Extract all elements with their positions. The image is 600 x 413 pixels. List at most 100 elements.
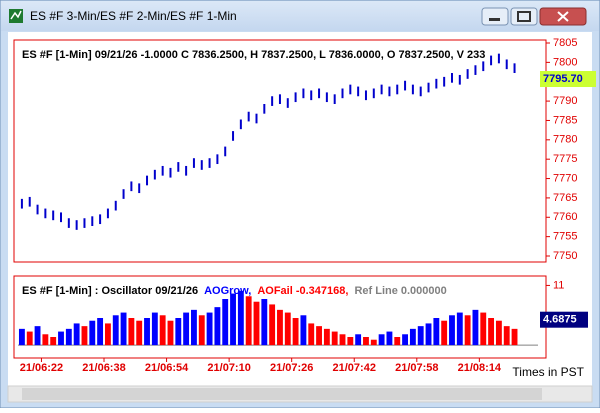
oscillator-bar bbox=[284, 312, 291, 346]
price-panel-frame bbox=[13, 39, 547, 263]
y-tick-label: 7770 bbox=[553, 172, 577, 184]
oscillator-bar bbox=[456, 312, 463, 346]
oscillator-bar bbox=[18, 328, 25, 346]
y-tick-label: 7805 bbox=[553, 37, 577, 49]
oscillator-bar bbox=[120, 312, 127, 346]
oscillator-bar bbox=[488, 318, 495, 346]
oscillator-bar bbox=[433, 318, 440, 346]
oscillator-bar bbox=[464, 315, 471, 346]
oscillator-bar bbox=[339, 334, 346, 346]
oscillator-bar bbox=[409, 328, 416, 346]
oscillator-bar bbox=[167, 320, 174, 346]
oscillator-bar bbox=[472, 309, 479, 346]
oscillator-bar bbox=[347, 337, 354, 346]
oscillator-bar bbox=[222, 299, 229, 346]
oscillator-bar bbox=[402, 334, 408, 346]
oscillator-bar bbox=[495, 320, 502, 346]
oscillator-bar bbox=[58, 331, 64, 346]
minimize-glyph bbox=[489, 18, 500, 21]
last-price-box bbox=[540, 71, 596, 88]
oscillator-bar bbox=[237, 290, 244, 346]
y-tick-label: 7760 bbox=[553, 211, 577, 223]
oscillator-bar bbox=[441, 320, 448, 346]
oscillator-bar bbox=[73, 323, 80, 346]
x-tick-label: 21/06:22 bbox=[20, 362, 63, 374]
oscillator-bar bbox=[65, 328, 72, 346]
x-tick-label: 21/07:26 bbox=[270, 362, 313, 374]
oscillator-bar bbox=[175, 318, 182, 346]
y-tick-label: 11 bbox=[553, 279, 564, 291]
oscillator-bar bbox=[425, 323, 432, 346]
x-tick-label: 21/08:14 bbox=[458, 362, 502, 374]
oscillator-bar bbox=[503, 326, 510, 346]
scroll-thumb[interactable] bbox=[22, 388, 542, 400]
x-tick-label: 21/07:10 bbox=[207, 362, 250, 374]
last-price-label: 7795.70 bbox=[543, 73, 583, 85]
legend-entry: AOFail -0.347168, bbox=[257, 285, 348, 297]
oscillator-bar bbox=[394, 337, 401, 346]
oscillator-bar bbox=[50, 337, 57, 346]
oscillator-bar bbox=[151, 312, 158, 346]
y-tick-label: 7750 bbox=[553, 250, 577, 262]
oscillator-bar bbox=[363, 337, 369, 346]
oscillator-bar bbox=[386, 331, 393, 346]
legend-entry: Ref Line 0.000000 bbox=[354, 285, 446, 297]
maximize-button[interactable] bbox=[510, 7, 538, 26]
y-tick-label: 7775 bbox=[553, 153, 577, 165]
oscillator-bar bbox=[191, 309, 197, 346]
legend-entry: AOGrow, bbox=[204, 285, 251, 297]
oscillator-bar bbox=[331, 331, 338, 346]
close-glyph bbox=[557, 11, 569, 22]
y-tick-label: 7765 bbox=[553, 192, 577, 204]
oscillator-bar bbox=[128, 318, 135, 346]
x-tick-label: 21/07:42 bbox=[333, 362, 376, 374]
last-value-box bbox=[540, 311, 588, 328]
oscillator-bar bbox=[378, 334, 385, 346]
y-tick-label: 7790 bbox=[553, 95, 577, 107]
oscillator-bar bbox=[245, 296, 252, 346]
oscillator-bar bbox=[159, 315, 166, 346]
oscillator-bar bbox=[253, 301, 260, 346]
oscillator-bar bbox=[480, 312, 487, 346]
oscillator-bar bbox=[277, 309, 283, 346]
oscillator-bar bbox=[214, 307, 221, 346]
oscillator-bar bbox=[112, 315, 119, 346]
oscillator-bar bbox=[511, 328, 518, 346]
x-tick-label: 21/07:58 bbox=[395, 362, 438, 374]
oscillator-bar bbox=[323, 328, 330, 346]
x-tick-label: 21/06:38 bbox=[82, 362, 125, 374]
oscillator-bar bbox=[308, 323, 315, 346]
oscillator-bar bbox=[370, 339, 377, 346]
oscillator-bar bbox=[316, 326, 322, 346]
oscillator-bar bbox=[355, 334, 362, 346]
oscillator-bar bbox=[26, 331, 33, 346]
oscillator-bar bbox=[292, 318, 299, 346]
oscillator-bar bbox=[261, 299, 268, 346]
app-icon-glyph bbox=[10, 10, 22, 20]
minimize-button[interactable] bbox=[481, 7, 509, 26]
y-tick-label: 7800 bbox=[553, 56, 577, 68]
oscillator-bar bbox=[81, 326, 88, 346]
x-axis-label: Times in PST bbox=[512, 365, 584, 379]
oscillator-bar bbox=[269, 304, 276, 346]
oscillator-bar bbox=[136, 320, 143, 346]
oscillator-bar bbox=[183, 312, 190, 346]
oscillator-bar bbox=[97, 318, 104, 346]
x-tick-label: 21/06:54 bbox=[145, 362, 189, 374]
oscillator-bar bbox=[198, 315, 205, 346]
oscillator-bar bbox=[300, 315, 307, 346]
last-value-label: 4.6875 bbox=[543, 314, 577, 326]
y-tick-label: 7785 bbox=[553, 114, 577, 126]
oscillator-bar bbox=[206, 312, 213, 346]
oscillator-bar bbox=[230, 293, 236, 346]
price-header: ES #F [1-Min] 09/21/26 -1.0000 C 7836.25… bbox=[22, 49, 485, 61]
oscillator-bar bbox=[104, 323, 111, 346]
y-tick-label: 7780 bbox=[553, 134, 577, 146]
oscillator-bar bbox=[417, 326, 424, 346]
oscillator-bar bbox=[42, 334, 49, 346]
y-tick-label: 7755 bbox=[553, 231, 577, 243]
oscillator-bar bbox=[89, 320, 96, 346]
oscillator-bar bbox=[34, 326, 41, 346]
oscillator-bar bbox=[449, 315, 455, 346]
